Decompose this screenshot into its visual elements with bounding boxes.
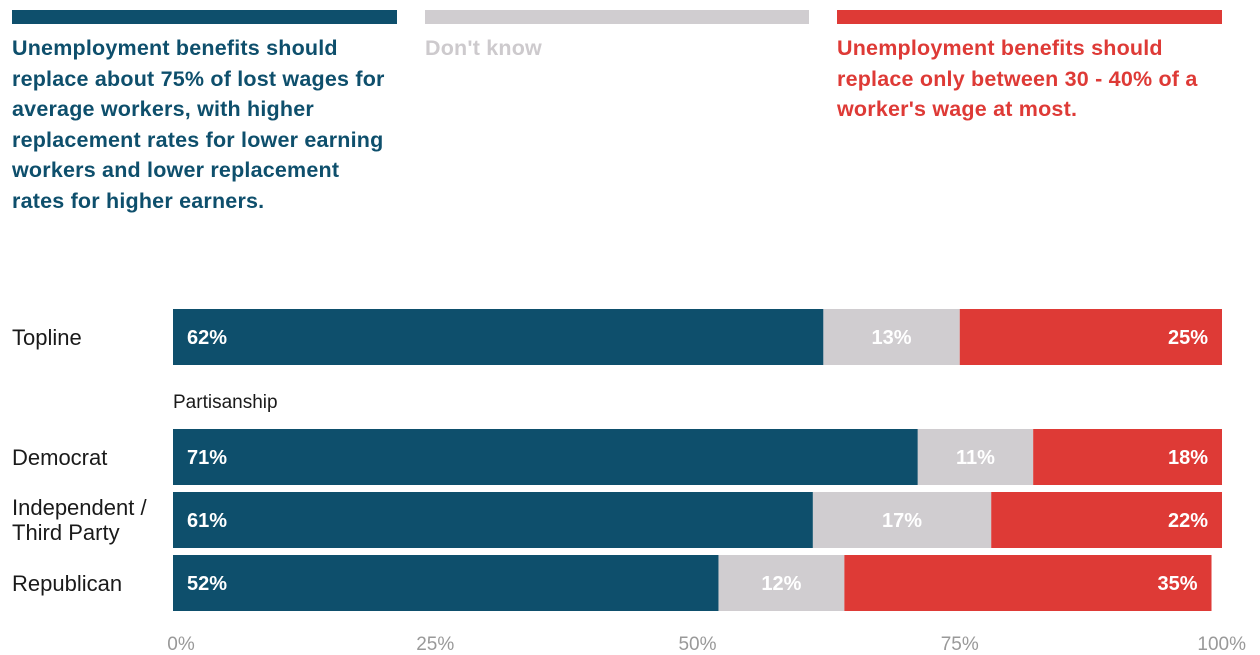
row-label-topline: Topline bbox=[12, 325, 82, 350]
bar-independent-third-party-dont-know bbox=[812, 492, 992, 548]
x-tick-label: 25% bbox=[416, 634, 454, 655]
x-tick-label: 75% bbox=[941, 634, 979, 655]
x-tick-label: 100% bbox=[1197, 634, 1246, 655]
legend-item-dont-know: Don't know bbox=[425, 10, 809, 64]
legend-item-disagree: Unemployment benefits should replace onl… bbox=[837, 10, 1222, 125]
row-label-republican: Republican bbox=[12, 571, 122, 596]
bar-republican-agree bbox=[173, 555, 719, 611]
bar-label-independent-third-party-disagree: 22% bbox=[1168, 510, 1208, 532]
legend-swatch-disagree bbox=[837, 10, 1222, 24]
legend-text-disagree: Unemployment benefits should replace onl… bbox=[837, 36, 1198, 121]
bar-topline-agree bbox=[173, 309, 824, 365]
row-label-democrat: Democrat bbox=[12, 445, 107, 470]
legend-swatch-dont-know bbox=[425, 10, 809, 24]
section-label-partisanship: Partisanship bbox=[173, 392, 278, 413]
bar-topline-disagree bbox=[959, 309, 1222, 365]
bar-republican-disagree bbox=[844, 555, 1212, 611]
x-tick-label: 50% bbox=[678, 634, 716, 655]
legend-item-agree: Unemployment benefits should replace abo… bbox=[12, 10, 397, 216]
bar-label-republican-agree: 52% bbox=[187, 573, 227, 595]
legend-text-dont-know: Don't know bbox=[425, 36, 542, 60]
bar-label-republican-disagree: 35% bbox=[1157, 573, 1197, 595]
bar-topline-dont-know bbox=[823, 309, 960, 365]
bar-label-democrat-agree: 71% bbox=[187, 447, 227, 469]
bar-label-democrat-dont-know: 11% bbox=[956, 447, 995, 469]
x-tick-label: 0% bbox=[167, 634, 195, 655]
bar-label-topline-agree: 62% bbox=[187, 327, 227, 349]
bar-label-democrat-disagree: 18% bbox=[1168, 447, 1208, 469]
bar-label-independent-third-party-agree: 61% bbox=[187, 510, 227, 532]
bar-label-republican-dont-know: 12% bbox=[761, 573, 801, 595]
bar-democrat-dont-know bbox=[917, 429, 1034, 485]
bar-independent-third-party-disagree bbox=[991, 492, 1222, 548]
bar-democrat-agree bbox=[173, 429, 918, 485]
legend-swatch-agree bbox=[12, 10, 397, 24]
bar-label-independent-third-party-dont-know: 17% bbox=[882, 510, 922, 532]
bar-independent-third-party-agree bbox=[173, 492, 813, 548]
bar-label-topline-disagree: 25% bbox=[1168, 327, 1208, 349]
bar-republican-dont-know bbox=[718, 555, 845, 611]
legend-text-agree: Unemployment benefits should replace abo… bbox=[12, 36, 385, 213]
bar-democrat-disagree bbox=[1033, 429, 1222, 485]
bar-label-topline-dont-know: 13% bbox=[872, 327, 912, 349]
row-label-independent-third-party-line-2: Third Party bbox=[12, 520, 120, 545]
row-label-independent-third-party-line-1: Independent / bbox=[12, 495, 147, 520]
